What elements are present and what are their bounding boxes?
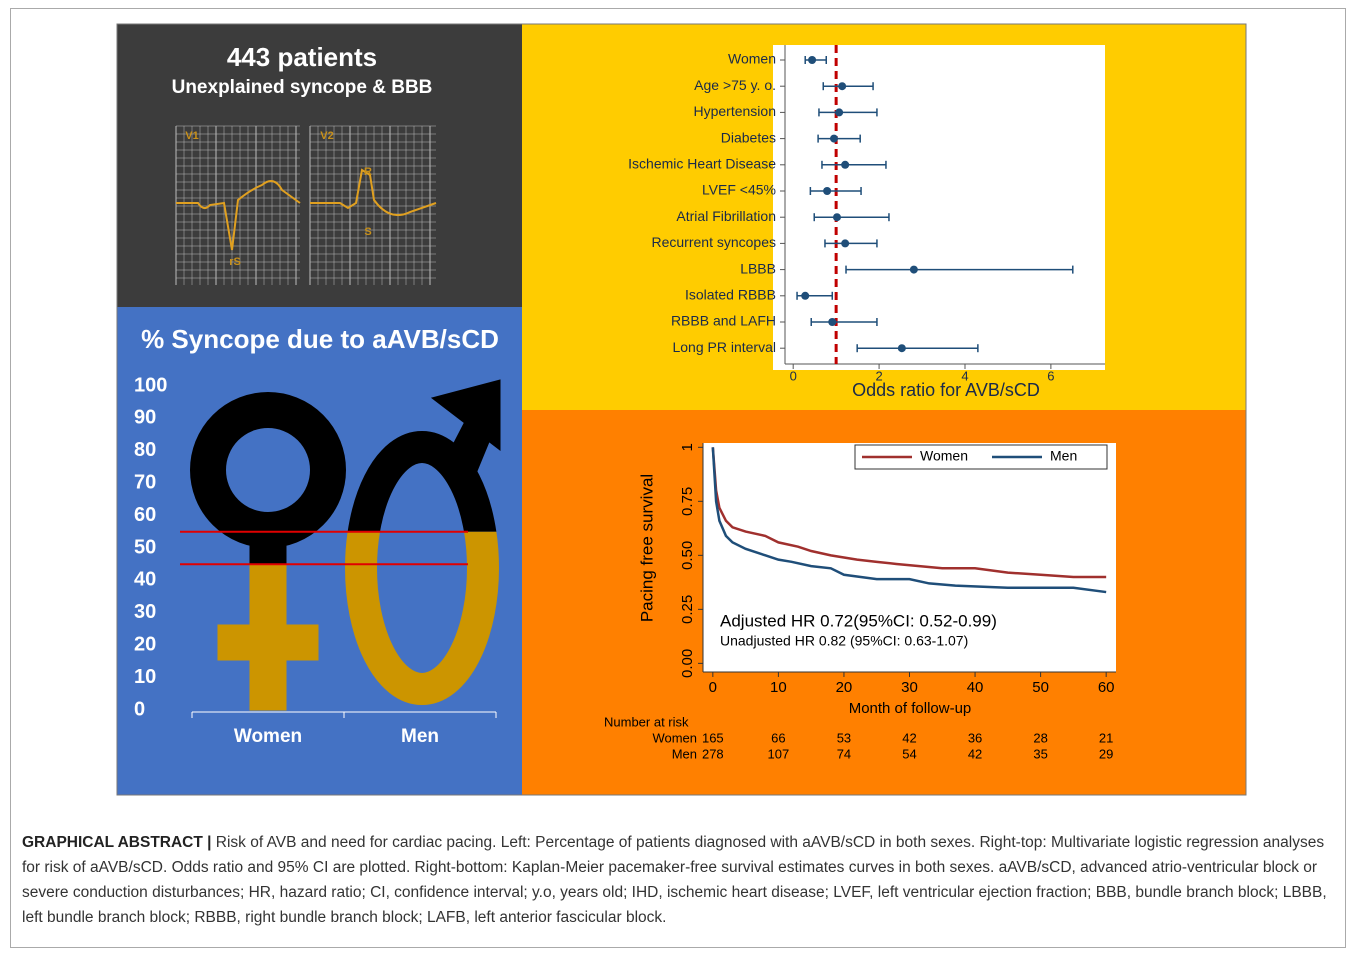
x-tick-label: 30 (901, 679, 918, 696)
risk-count: 21 (1099, 730, 1113, 745)
point (898, 344, 906, 352)
caption-label: GRAPHICAL ABSTRACT | (22, 834, 211, 851)
x-tick-label: Men (401, 726, 439, 747)
x-tick-label: Women (234, 726, 302, 747)
x-axis-label: Month of follow-up (849, 700, 972, 717)
legend-label: Women (920, 448, 968, 464)
y-tick-label: 10 (134, 666, 156, 688)
y-axis-label: Pacing free survival (637, 474, 656, 622)
y-tick-label: 20 (134, 633, 156, 655)
point (823, 187, 831, 195)
annotation: Adjusted HR 0.72(95%CI: 0.52-0.99) (720, 611, 997, 630)
x-tick-label: 10 (770, 679, 787, 696)
risk-count: 53 (837, 730, 851, 745)
risk-count: 42 (902, 730, 916, 745)
y-tick-label: Diabetes (721, 129, 776, 145)
y-tick-label: 0.75 (679, 487, 696, 516)
y-tick-label: RBBB and LAFH (671, 313, 776, 329)
y-tick-label: Age >75 y. o. (694, 77, 776, 93)
panel-blue (117, 307, 522, 795)
y-tick-label: 50 (134, 536, 156, 558)
caption-text: Risk of AVB and need for cardiac pacing.… (22, 834, 1327, 926)
panel-subtitle: Unexplained syncope & BBB (172, 77, 433, 98)
point (808, 56, 816, 64)
y-tick-label: Recurrent syncopes (651, 234, 776, 250)
point (910, 266, 918, 274)
y-tick-label: Atrial Fibrillation (676, 208, 776, 224)
y-tick-label: 70 (134, 471, 156, 493)
y-tick-label: 0 (134, 698, 145, 720)
x-tick-label: 20 (836, 679, 853, 696)
risk-count: 35 (1033, 746, 1047, 761)
y-tick-label: Women (728, 51, 776, 67)
panel-title: 443 patients (227, 42, 377, 72)
risk-row-label: Women (652, 730, 697, 745)
ecg-label: V2 (320, 130, 333, 142)
y-tick-label: 60 (134, 504, 156, 526)
annotation: Unadjusted HR 0.82 (95%CI: 0.63-1.07) (720, 633, 968, 649)
y-tick-label: 80 (134, 439, 156, 461)
legend-label: Men (1050, 448, 1077, 464)
y-tick-label: 0.00 (679, 649, 696, 678)
risk-row-label: Men (672, 746, 697, 761)
y-tick-label: LVEF <45% (702, 182, 776, 198)
point (801, 292, 809, 300)
risk-count: 36 (968, 730, 982, 745)
ecg-label: V1 (185, 130, 198, 142)
point (841, 161, 849, 169)
ecg-label: S (364, 226, 371, 238)
point (833, 213, 841, 221)
x-tick-label: 0 (709, 679, 717, 696)
y-tick-label: Isolated RBBB (685, 287, 776, 303)
ecg-label: R (364, 166, 372, 178)
risk-count: 66 (771, 730, 785, 745)
y-tick-label: 0.50 (679, 541, 696, 570)
risk-count: 278 (702, 746, 724, 761)
risk-count: 29 (1099, 746, 1113, 761)
chart-title: % Syncope due to aAVB/sCD (141, 324, 499, 354)
y-tick-label: 0.25 (679, 595, 696, 624)
page: {"header_panel":{"title":"443 patients",… (0, 0, 1358, 956)
y-tick-label: 30 (134, 601, 156, 623)
point (838, 82, 846, 90)
risk-count: 165 (702, 730, 724, 745)
point (841, 239, 849, 247)
point (835, 108, 843, 116)
y-tick-label: 40 (134, 569, 156, 591)
ecg-label: rS (229, 256, 241, 268)
x-axis-label: Odds ratio for AVB/sCD (852, 380, 1040, 400)
x-tick-label: 40 (967, 679, 984, 696)
risk-count: 74 (837, 746, 851, 761)
figure: 443 patients Unexplained syncope & BBB V… (0, 0, 1358, 820)
y-tick-label: LBBB (740, 260, 776, 276)
y-tick-label: Hypertension (694, 103, 777, 119)
point (830, 135, 838, 143)
point (828, 318, 836, 326)
x-tick-label: 60 (1098, 679, 1115, 696)
risk-count: 54 (902, 746, 916, 761)
risk-title: Number at risk (604, 714, 689, 729)
risk-count: 107 (768, 746, 790, 761)
x-tick-label: 6 (1047, 368, 1054, 383)
x-tick-label: 50 (1032, 679, 1049, 696)
risk-count: 42 (968, 746, 982, 761)
x-tick-label: 0 (790, 368, 797, 383)
y-tick-label: 100 (134, 374, 167, 396)
y-tick-label: 1 (679, 443, 696, 451)
caption: GRAPHICAL ABSTRACT | Risk of AVB and nee… (22, 830, 1338, 930)
y-tick-label: Ischemic Heart Disease (628, 156, 776, 172)
y-tick-label: 90 (134, 407, 156, 429)
risk-count: 28 (1033, 730, 1047, 745)
y-tick-label: Long PR interval (672, 339, 776, 355)
